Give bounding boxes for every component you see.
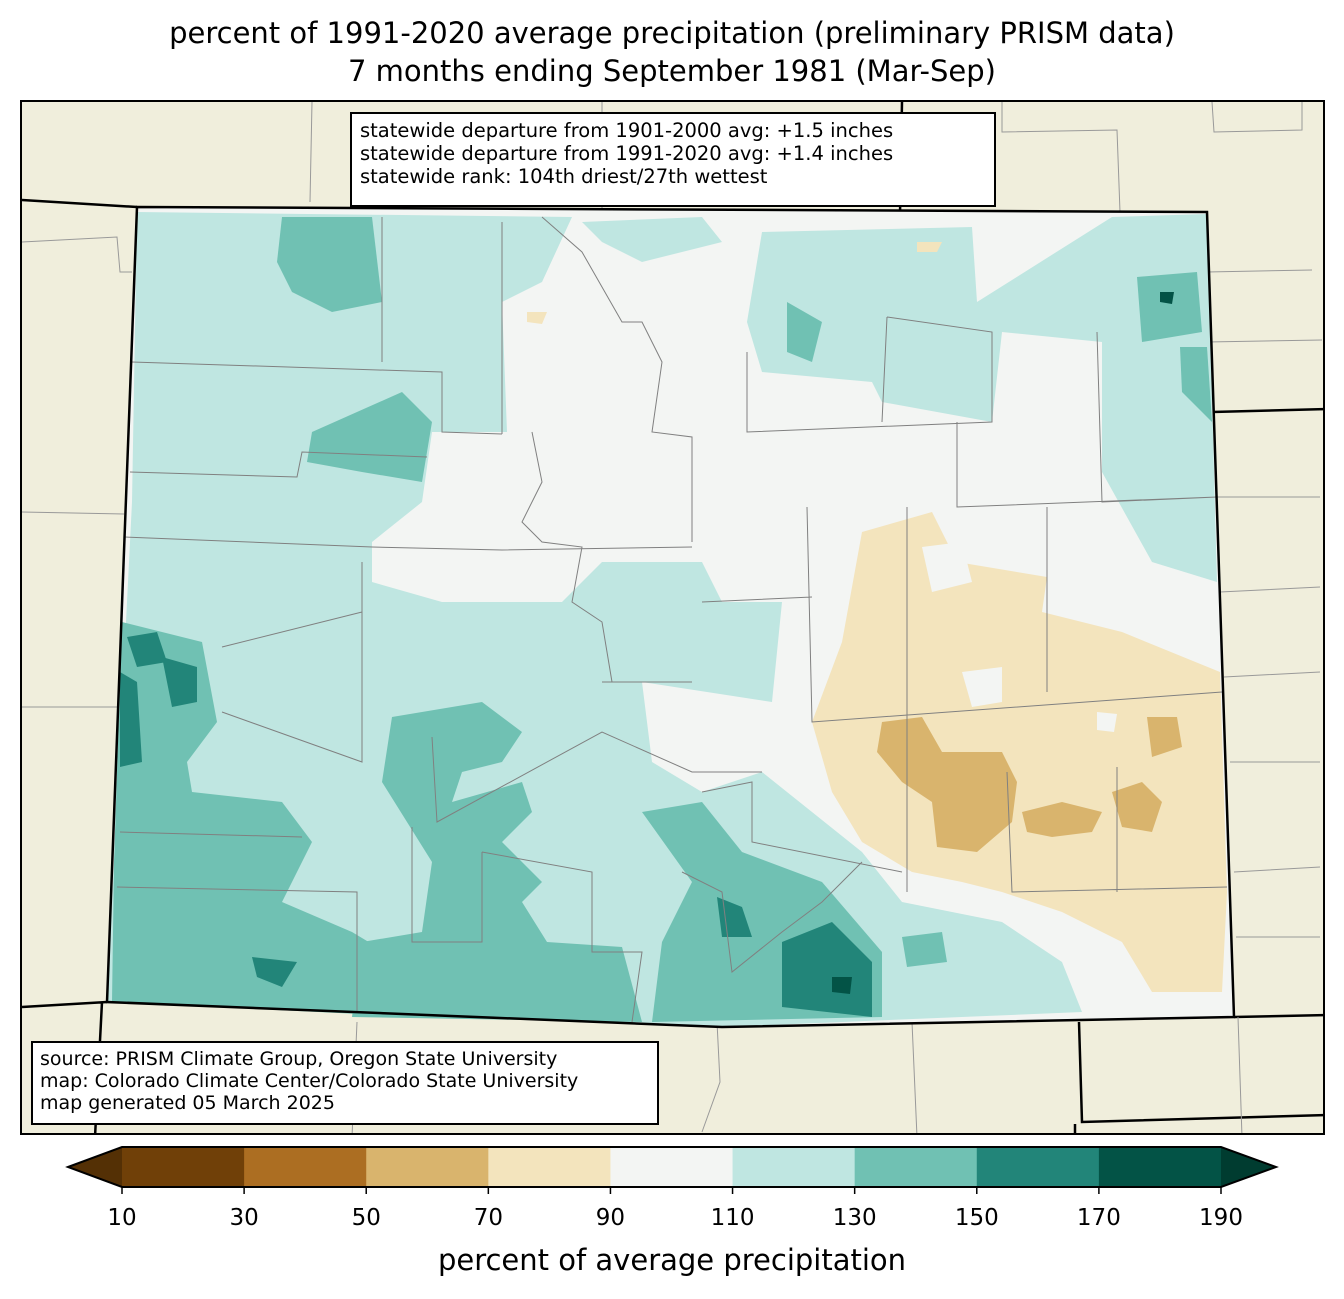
statewide-stats-box: statewide departure from 1901-2000 avg: … [350, 112, 996, 207]
colorbar-tick-label: 150 [954, 1205, 999, 1231]
colorbar-segment [244, 1147, 367, 1187]
colorbar-over-arrow [1221, 1147, 1276, 1187]
colorbar-under-arrow [68, 1147, 122, 1187]
map-credit-line: map: Colorado Climate Center/Colorado St… [40, 1070, 579, 1092]
colorbar-tick-label: 190 [1199, 1205, 1243, 1231]
map-panel [20, 100, 1325, 1135]
colorbar-segment [488, 1147, 611, 1187]
title-line-2: 7 months ending September 1981 (Mar-Sep) [348, 54, 996, 88]
colorado-border [105, 205, 1236, 1029]
colorbar [65, 1146, 1279, 1194]
colorbar-tick-label: 10 [107, 1205, 137, 1231]
colorbar-label: percent of average precipitation [437, 1243, 907, 1277]
colorbar-tick-label: 50 [351, 1205, 381, 1231]
statewide-rank: statewide rank: 104th driest/27th wettes… [360, 165, 768, 188]
source-box: source: PRISM Climate Group, Oregon Stat… [31, 1041, 659, 1125]
colorbar-tick-label: 130 [832, 1205, 877, 1231]
generated-date-line: map generated 05 March 2025 [40, 1092, 335, 1114]
precipitation-map [22, 102, 1323, 1133]
colorbar-tick-label: 90 [595, 1205, 626, 1231]
colorbar-segment [732, 1147, 856, 1187]
colorbar-tick-label: 170 [1076, 1205, 1121, 1231]
colorbar-segment [610, 1147, 734, 1187]
title-line-1: percent of 1991-2020 average precipitati… [169, 16, 1175, 50]
colorbar-segment [366, 1147, 489, 1187]
source-line: source: PRISM Climate Group, Oregon Stat… [40, 1048, 558, 1070]
colorbar-segment [1098, 1147, 1222, 1187]
colorbar-segment [122, 1147, 245, 1187]
colorbar-segment [854, 1147, 978, 1187]
county-lines [116, 216, 1228, 1023]
colorbar-tick-label: 30 [229, 1205, 259, 1231]
colorbar-segment [976, 1147, 1100, 1187]
departure-1991-2020: statewide departure from 1991-2020 avg: … [360, 142, 894, 165]
departure-1901-2000: statewide departure from 1901-2000 avg: … [360, 119, 894, 142]
colorbar-tick-label: 70 [473, 1205, 503, 1231]
colorbar-tick-label: 110 [710, 1205, 755, 1231]
